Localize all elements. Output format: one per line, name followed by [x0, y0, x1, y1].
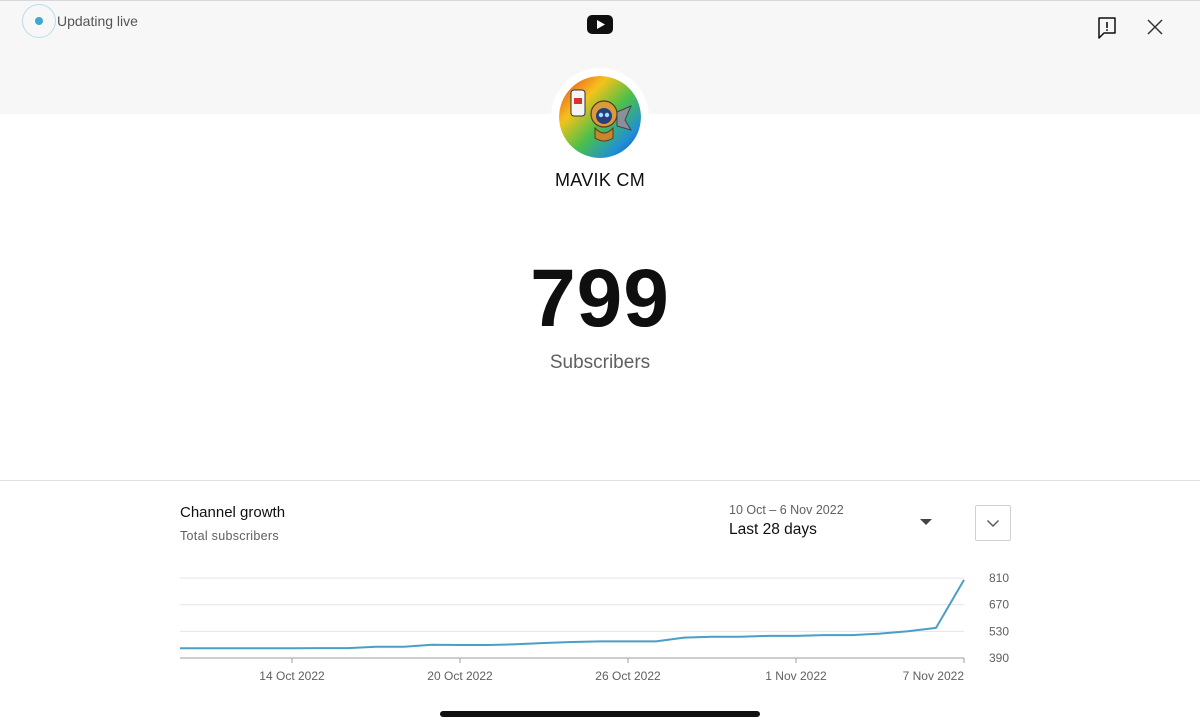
live-status-text: Updating live [57, 13, 138, 29]
x-tick-label: 14 Oct 2022 [259, 669, 325, 683]
avatar-image [559, 76, 641, 158]
y-tick-label: 810 [989, 571, 1009, 585]
expand-button[interactable] [975, 505, 1011, 541]
x-tick-label: 1 Nov 2022 [765, 669, 827, 683]
y-tick-label: 530 [989, 624, 1009, 638]
channel-avatar [551, 68, 649, 166]
youtube-logo-icon [587, 15, 613, 34]
home-indicator [440, 711, 760, 717]
live-status-icon [22, 4, 56, 38]
y-tick-label: 670 [989, 598, 1009, 612]
channel-name: MAVIK CM [554, 170, 646, 190]
subscriber-label: Subscribers [549, 352, 651, 373]
growth-subtitle: Total subscribers [180, 529, 279, 543]
report-flag-icon[interactable] [1096, 16, 1118, 40]
y-tick-label: 390 [989, 651, 1009, 665]
x-tick-label: 20 Oct 2022 [427, 669, 493, 683]
date-range-text: 10 Oct – 6 Nov 2022 [729, 503, 844, 517]
series-line [180, 579, 965, 650]
growth-title: Channel growth [180, 504, 286, 521]
subscriber-count: 799 [530, 253, 670, 344]
range-selector-label[interactable]: Last 28 days [729, 521, 817, 538]
section-divider [0, 480, 1200, 481]
chevron-down-icon [987, 519, 999, 527]
x-tick-label: 7 Nov 2022 [903, 669, 965, 683]
x-tick-label: 26 Oct 2022 [595, 669, 661, 683]
growth-chart: 390 530 670 810 14 Oct 2022 20 Oct 2022 26 Oct… [180, 571, 1009, 683]
dropdown-caret-icon[interactable] [918, 517, 934, 527]
live-indicator: Updating live [22, 3, 138, 39]
close-icon[interactable] [1145, 17, 1165, 37]
